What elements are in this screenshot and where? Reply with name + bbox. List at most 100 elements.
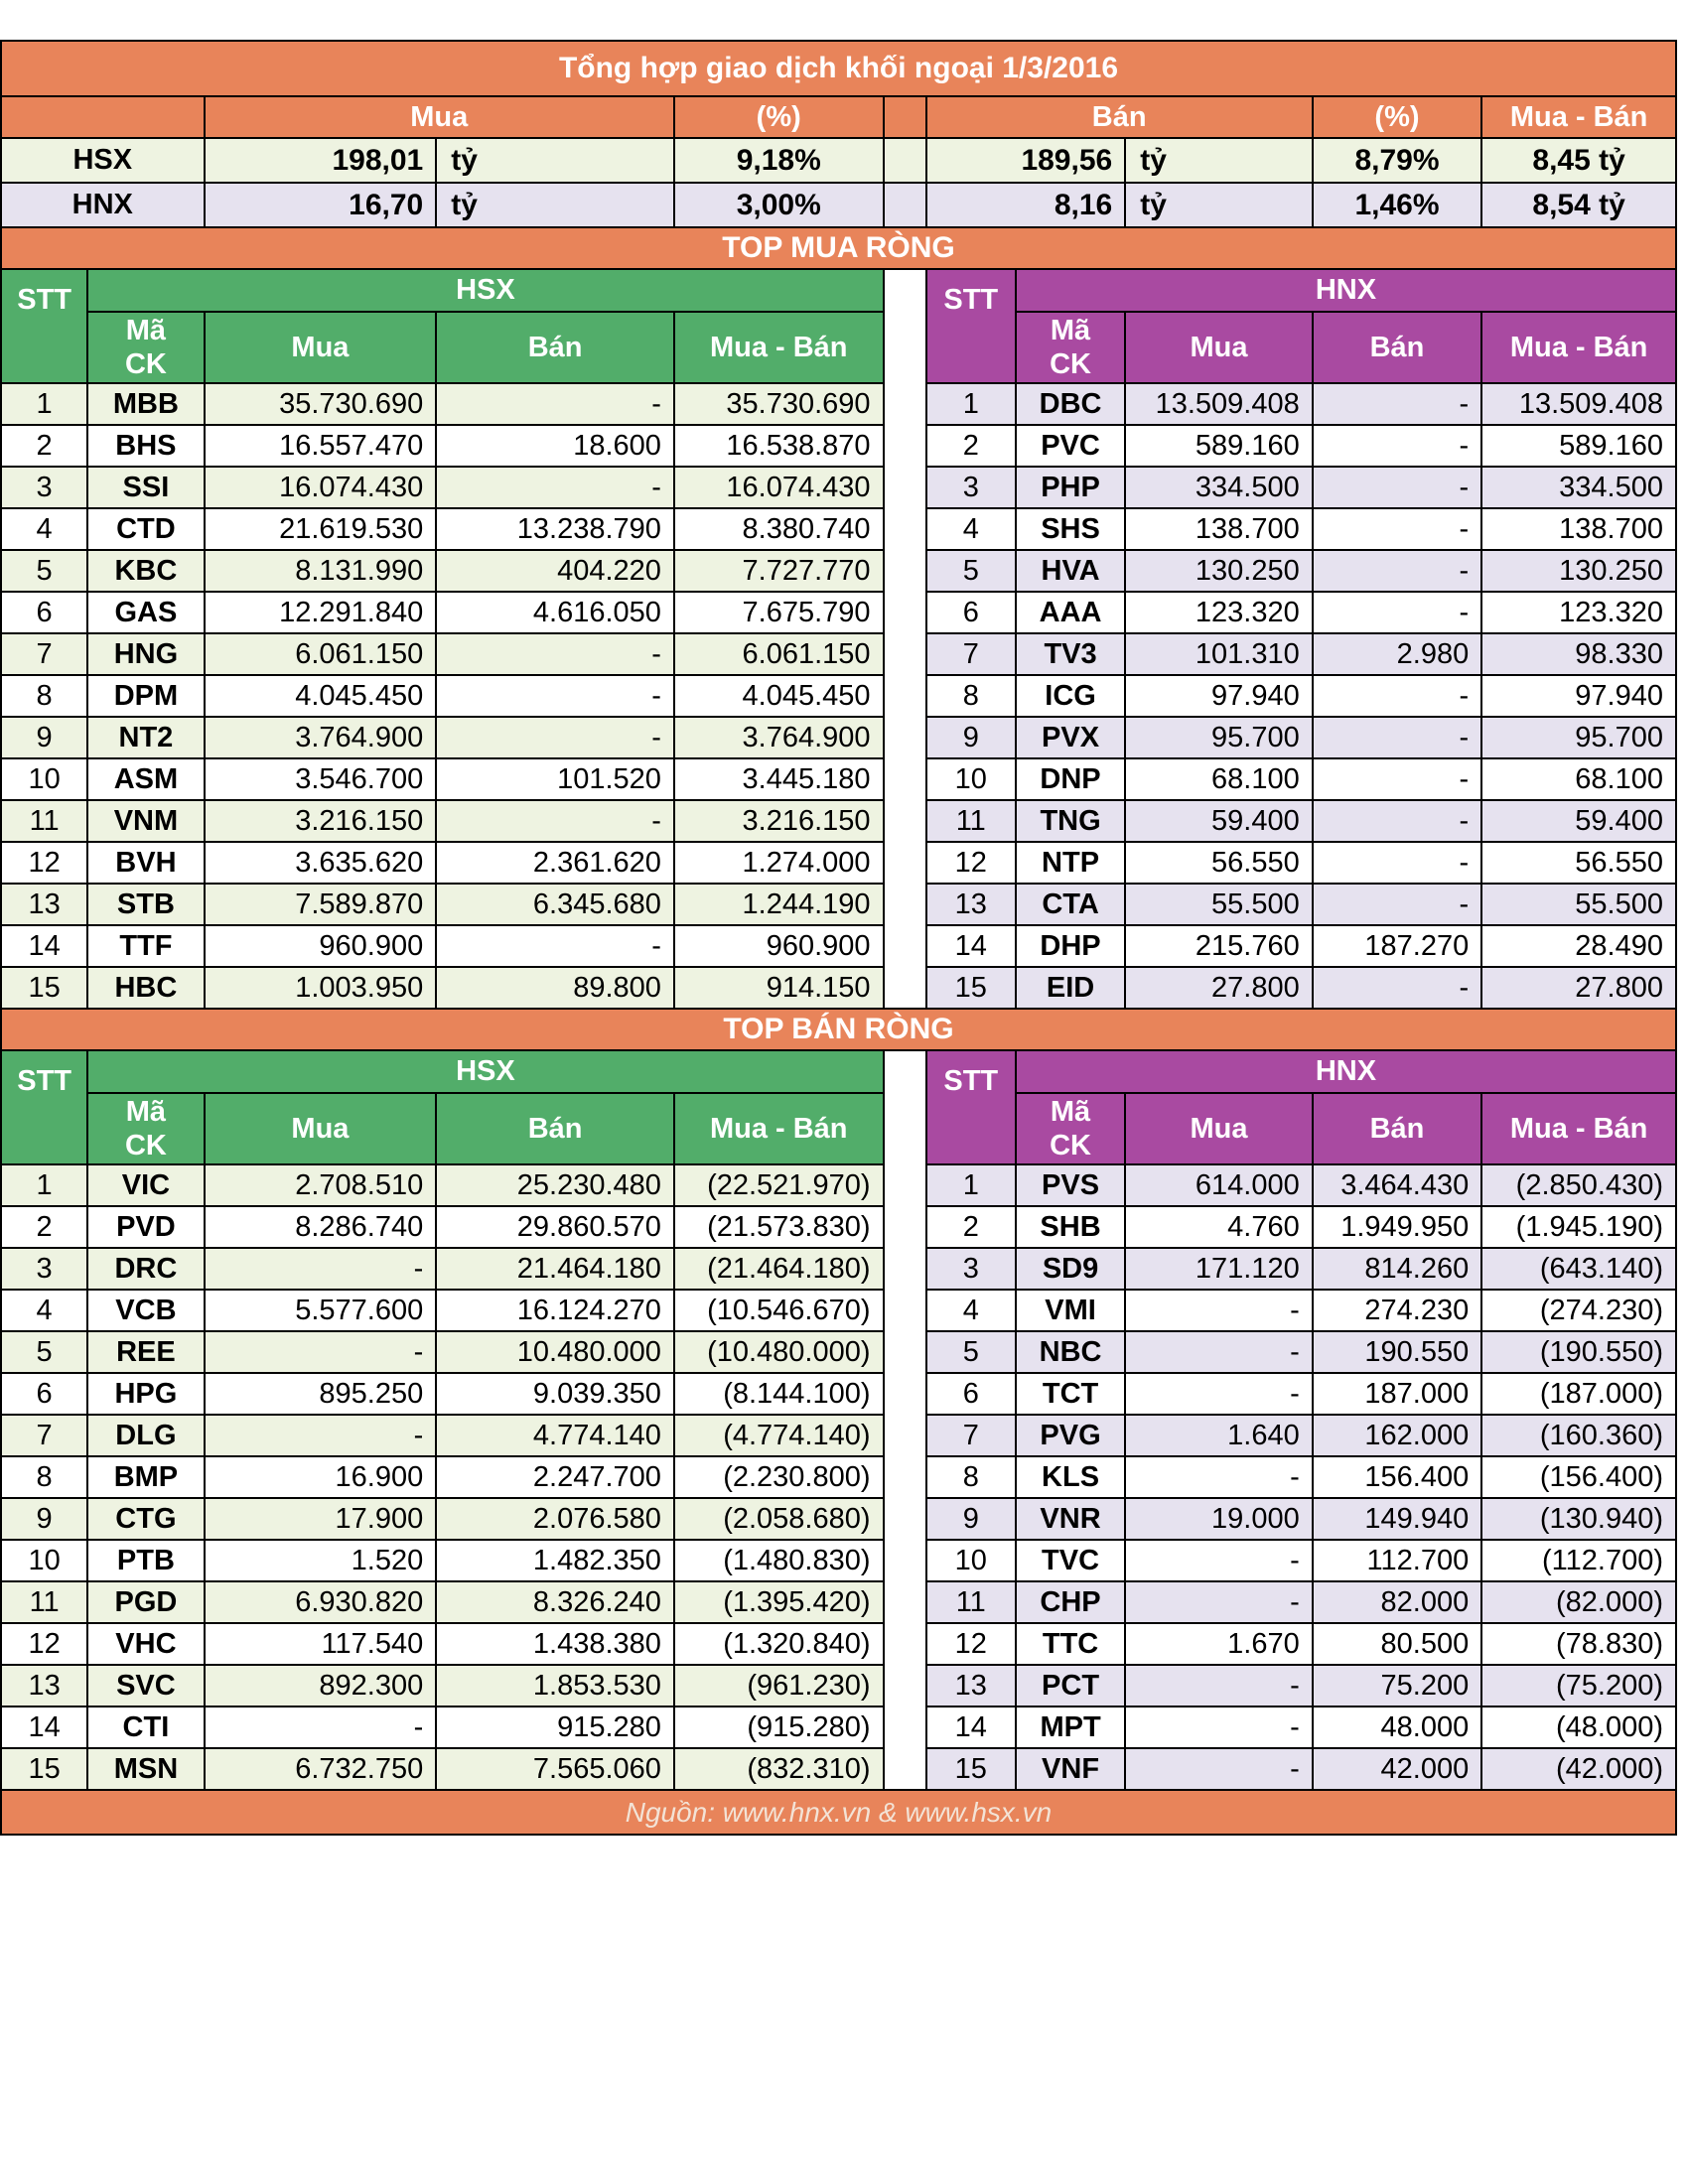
hsx-buy-cell: 8.131.990 <box>203 549 438 593</box>
table-row: 11 PGD 6.930.820 8.326.240 (1.395.420) 11 CHP -… <box>0 1580 1677 1624</box>
hsx-sell-cell: 915.280 <box>435 1706 675 1749</box>
hsx-buy-cell: 1.003.950 <box>203 966 438 1010</box>
hsx-rank-cell: 3 <box>0 466 89 509</box>
hsx-rank-cell: 5 <box>0 549 89 593</box>
hnx-sell-cell: - <box>1311 591 1483 634</box>
hnx-buy-cell: - <box>1124 1372 1314 1416</box>
column-gap <box>882 800 927 842</box>
summary-exchange: HNX <box>0 182 206 228</box>
hnx-ticker-cell: SHB <box>1014 1205 1127 1249</box>
table-row: 10 PTB 1.520 1.482.350 (1.480.830) 10 TVC -112.… <box>0 1539 1677 1582</box>
table-row: 10 ASM 3.546.700 101.520 3.445.180 10 DNP 68.10… <box>0 757 1677 801</box>
hnx-net-cell: 28.490 <box>1480 924 1677 968</box>
hsx-sell-cell: - <box>435 466 675 509</box>
column-gap <box>882 1331 927 1373</box>
hnx-net-cell: (160.360) <box>1480 1414 1677 1457</box>
table-row: 13 SVC 892.300 1.853.530 (961.230) 13 PCT -75.2… <box>0 1664 1677 1707</box>
hsx-buy-cell: 117.540 <box>203 1622 438 1666</box>
hnx-buy-cell: 19.000 <box>1124 1497 1314 1541</box>
hnx-net-cell: (75.200) <box>1480 1664 1677 1707</box>
hsx-net-cell: 16.074.430 <box>672 466 885 509</box>
hsx-buy-cell: 3.216.150 <box>203 799 438 843</box>
hsx-net-cell: 7.727.770 <box>672 549 885 593</box>
hnx-rank-cell: 5 <box>924 549 1017 593</box>
hsx-sell-cell: 2.076.580 <box>435 1497 675 1541</box>
hsx-buy-cell: 960.900 <box>203 924 438 968</box>
hnx-sell-cell: - <box>1311 424 1483 468</box>
hnx-ticker-cell: SHS <box>1014 507 1127 551</box>
hnx-ticker-cell: MPT <box>1014 1706 1127 1749</box>
hsx-ticker-cell: GAS <box>86 591 206 634</box>
hsx-buy-cell: 1.520 <box>203 1539 438 1582</box>
hsx-buy-cell: 895.250 <box>203 1372 438 1416</box>
hnx-sell-cell: 48.000 <box>1311 1706 1483 1749</box>
hsx-net-cell: 35.730.690 <box>672 382 885 426</box>
hnx-rank-cell: 10 <box>924 1539 1017 1582</box>
table-row: 15 MSN 6.732.750 7.565.060 (832.310) 15 VNF -42… <box>0 1747 1677 1791</box>
summary-sell-pct: 1,46% <box>1311 182 1483 228</box>
hnx-ticker-cell: PVX <box>1014 716 1127 759</box>
column-gap <box>882 842 927 884</box>
hsx-net-cell: (4.774.140) <box>672 1414 885 1457</box>
column-gap <box>882 1206 927 1248</box>
hsx-net-cell: (2.230.800) <box>672 1455 885 1499</box>
hnx-net-cell: 59.400 <box>1480 799 1677 843</box>
hsx-rank-cell: 15 <box>0 1747 89 1791</box>
hsx-sell-cell: - <box>435 674 675 718</box>
hsx-ticker-cell: TTF <box>86 924 206 968</box>
hnx-sell-cell: 3.464.430 <box>1311 1163 1483 1207</box>
hsx-ticker-cell: BVH <box>86 841 206 885</box>
code-header-line1: Mã <box>125 1096 167 1128</box>
column-gap <box>882 592 927 633</box>
hsx-ticker-cell: MBB <box>86 382 206 426</box>
hnx-sell-cell: 1.949.950 <box>1311 1205 1483 1249</box>
hnx-sell-cell: 149.940 <box>1311 1497 1483 1541</box>
hsx-rank-cell: 14 <box>0 1706 89 1749</box>
hsx-net-cell: (961.230) <box>672 1664 885 1707</box>
hsx-rank-cell: 11 <box>0 1580 89 1624</box>
table-row: 8 BMP 16.900 2.247.700 (2.230.800) 8 KLS -156.4… <box>0 1455 1677 1499</box>
column-gap <box>882 550 927 592</box>
hnx-ticker-cell: KLS <box>1014 1455 1127 1499</box>
hnx-buy-cell: 13.509.408 <box>1124 382 1314 426</box>
hsx-net-cell: (2.058.680) <box>672 1497 885 1541</box>
hnx-rank-cell: 14 <box>924 924 1017 968</box>
hnx-rank-cell: 12 <box>924 1622 1017 1666</box>
column-gap <box>882 1581 927 1623</box>
hsx-rank-cell: 8 <box>0 1455 89 1499</box>
table-row: 7 HNG 6.061.150-6.061.150 7 TV3 101.310 2.980 9… <box>0 632 1677 676</box>
hnx-net-cell: (274.230) <box>1480 1289 1677 1332</box>
hnx-rank-cell: 3 <box>924 1247 1017 1291</box>
hnx-sell-cell: - <box>1311 466 1483 509</box>
hsx-ticker-cell: BMP <box>86 1455 206 1499</box>
hsx-sell-cell: 2.361.620 <box>435 841 675 885</box>
hsx-sell-cell: 1.853.530 <box>435 1664 675 1707</box>
hsx-net-cell: (10.546.670) <box>672 1289 885 1332</box>
hnx-ticker-cell: TNG <box>1014 799 1127 843</box>
code-header: Mã CK <box>1014 1092 1127 1165</box>
hsx-net-cell: 8.380.740 <box>672 507 885 551</box>
hsx-sell-cell: 2.247.700 <box>435 1455 675 1499</box>
hnx-rank-cell: 4 <box>924 507 1017 551</box>
stt-header: STT <box>0 1049 89 1165</box>
hsx-buy-cell: - <box>203 1330 438 1374</box>
hsx-net-cell: (22.521.970) <box>672 1163 885 1207</box>
hsx-rank-cell: 15 <box>0 966 89 1010</box>
hnx-rank-cell: 11 <box>924 1580 1017 1624</box>
hsx-ticker-cell: SVC <box>86 1664 206 1707</box>
hsx-sell-cell: 16.124.270 <box>435 1289 675 1332</box>
summary-sell-pct: 8,79% <box>1311 137 1483 184</box>
hnx-buy-cell: - <box>1124 1289 1314 1332</box>
hnx-ticker-cell: NBC <box>1014 1330 1127 1374</box>
column-gap <box>882 884 927 925</box>
hnx-rank-cell: 14 <box>924 1706 1017 1749</box>
hnx-ticker-cell: EID <box>1014 966 1127 1010</box>
hsx-header: HSX <box>86 1049 885 1094</box>
table-row: 9 NT2 3.764.900-3.764.900 9 PVX 95.700-95.700 <box>0 716 1677 759</box>
summary-sell-unit: tỷ <box>1124 137 1314 184</box>
hnx-net-cell: (643.140) <box>1480 1247 1677 1291</box>
column-gap <box>882 1706 927 1748</box>
summary-sell-unit: tỷ <box>1124 182 1314 228</box>
hsx-sell-cell: - <box>435 924 675 968</box>
hnx-buy-cell: - <box>1124 1330 1314 1374</box>
